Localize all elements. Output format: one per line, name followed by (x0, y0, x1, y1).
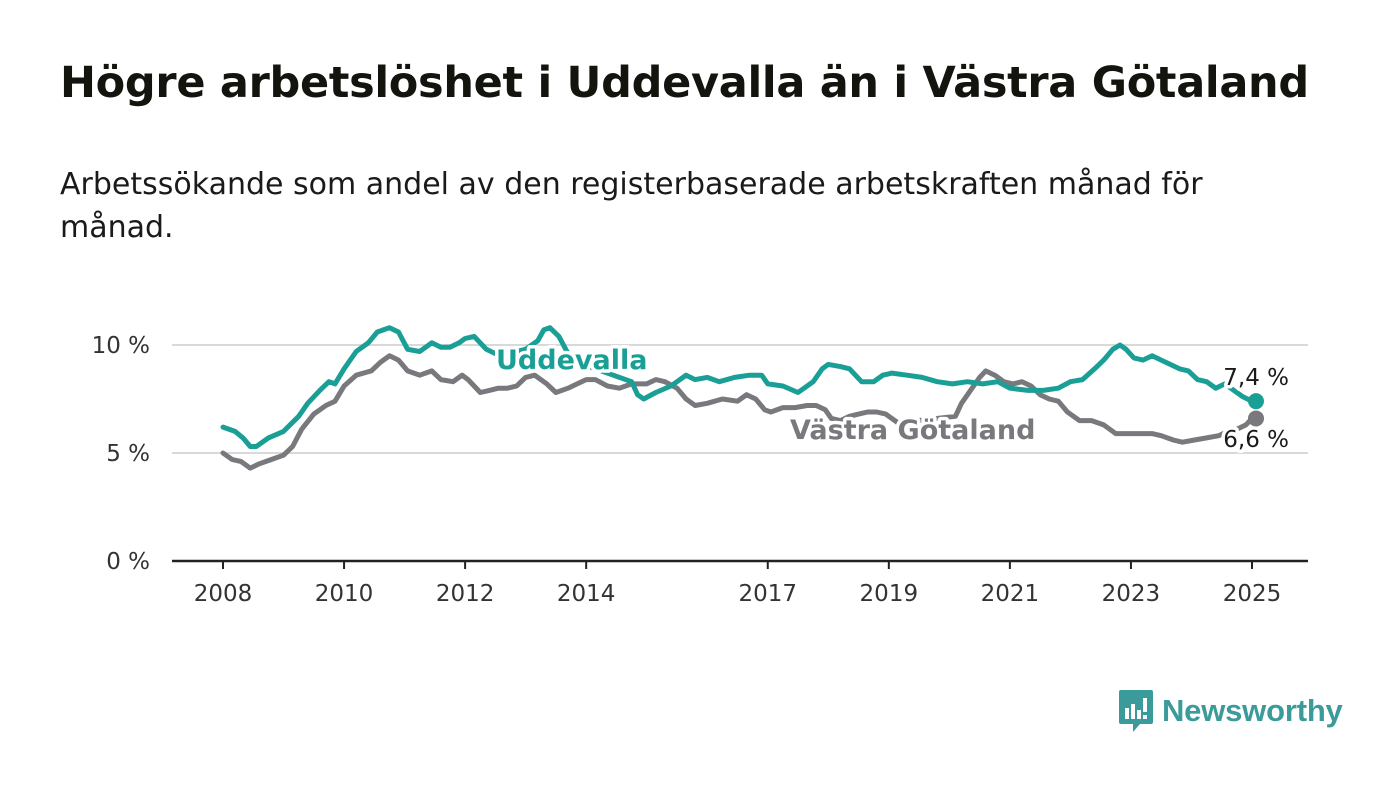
x-tick-label: 2010 (315, 581, 374, 607)
x-tick-label: 2008 (194, 581, 253, 607)
series-line-v-stra-g-taland (220, 353, 1255, 471)
end-point-v-stra-g-taland (1248, 410, 1264, 427)
x-axis: 2008 2010 2012 2014 2017 2019 2021 2023 2025 (172, 559, 1308, 607)
y-tick-label: 5 % (106, 441, 150, 467)
x-tick-label: 2019 (860, 581, 919, 607)
end-point-uddevalla (1248, 393, 1264, 410)
series-line-uddevalla (220, 325, 1255, 449)
x-tick-label: 2021 (981, 581, 1040, 607)
y-tick-label: 0 % (106, 549, 150, 575)
x-tick-label: 2012 (436, 581, 495, 607)
series-label-vastra-gotaland: Västra Götaland (790, 415, 1035, 446)
y-tick-label: 10 % (92, 333, 150, 359)
newsworthy-logo-icon (1119, 690, 1153, 732)
x-tick-label: 2014 (557, 581, 616, 607)
series-labels: Uddevalla Västra Götaland 7,4 % 6,6 % (493, 342, 1293, 457)
chart-subtitle: Arbetssökande som andel av den registerb… (60, 167, 1203, 245)
newsworthy-logo[interactable]: Newsworthy (1118, 688, 1343, 734)
x-tick-label: 2025 (1223, 581, 1282, 607)
end-value-label-vastra-gotaland: 6,6 % (1223, 427, 1289, 453)
chart-title: Högre arbetslöshet i Uddevalla än i Väst… (60, 58, 1309, 108)
series-lines (220, 325, 1264, 471)
x-tick-label: 2023 (1102, 581, 1161, 607)
x-tick-label: 2017 (738, 581, 797, 607)
end-value-label-uddevalla: 7,4 % (1223, 365, 1289, 391)
series-label-uddevalla: Uddevalla (496, 345, 647, 376)
y-axis-tick-labels: 0 % 5 % 10 % (92, 333, 150, 575)
brand-name: Newsworthy (1162, 693, 1343, 728)
